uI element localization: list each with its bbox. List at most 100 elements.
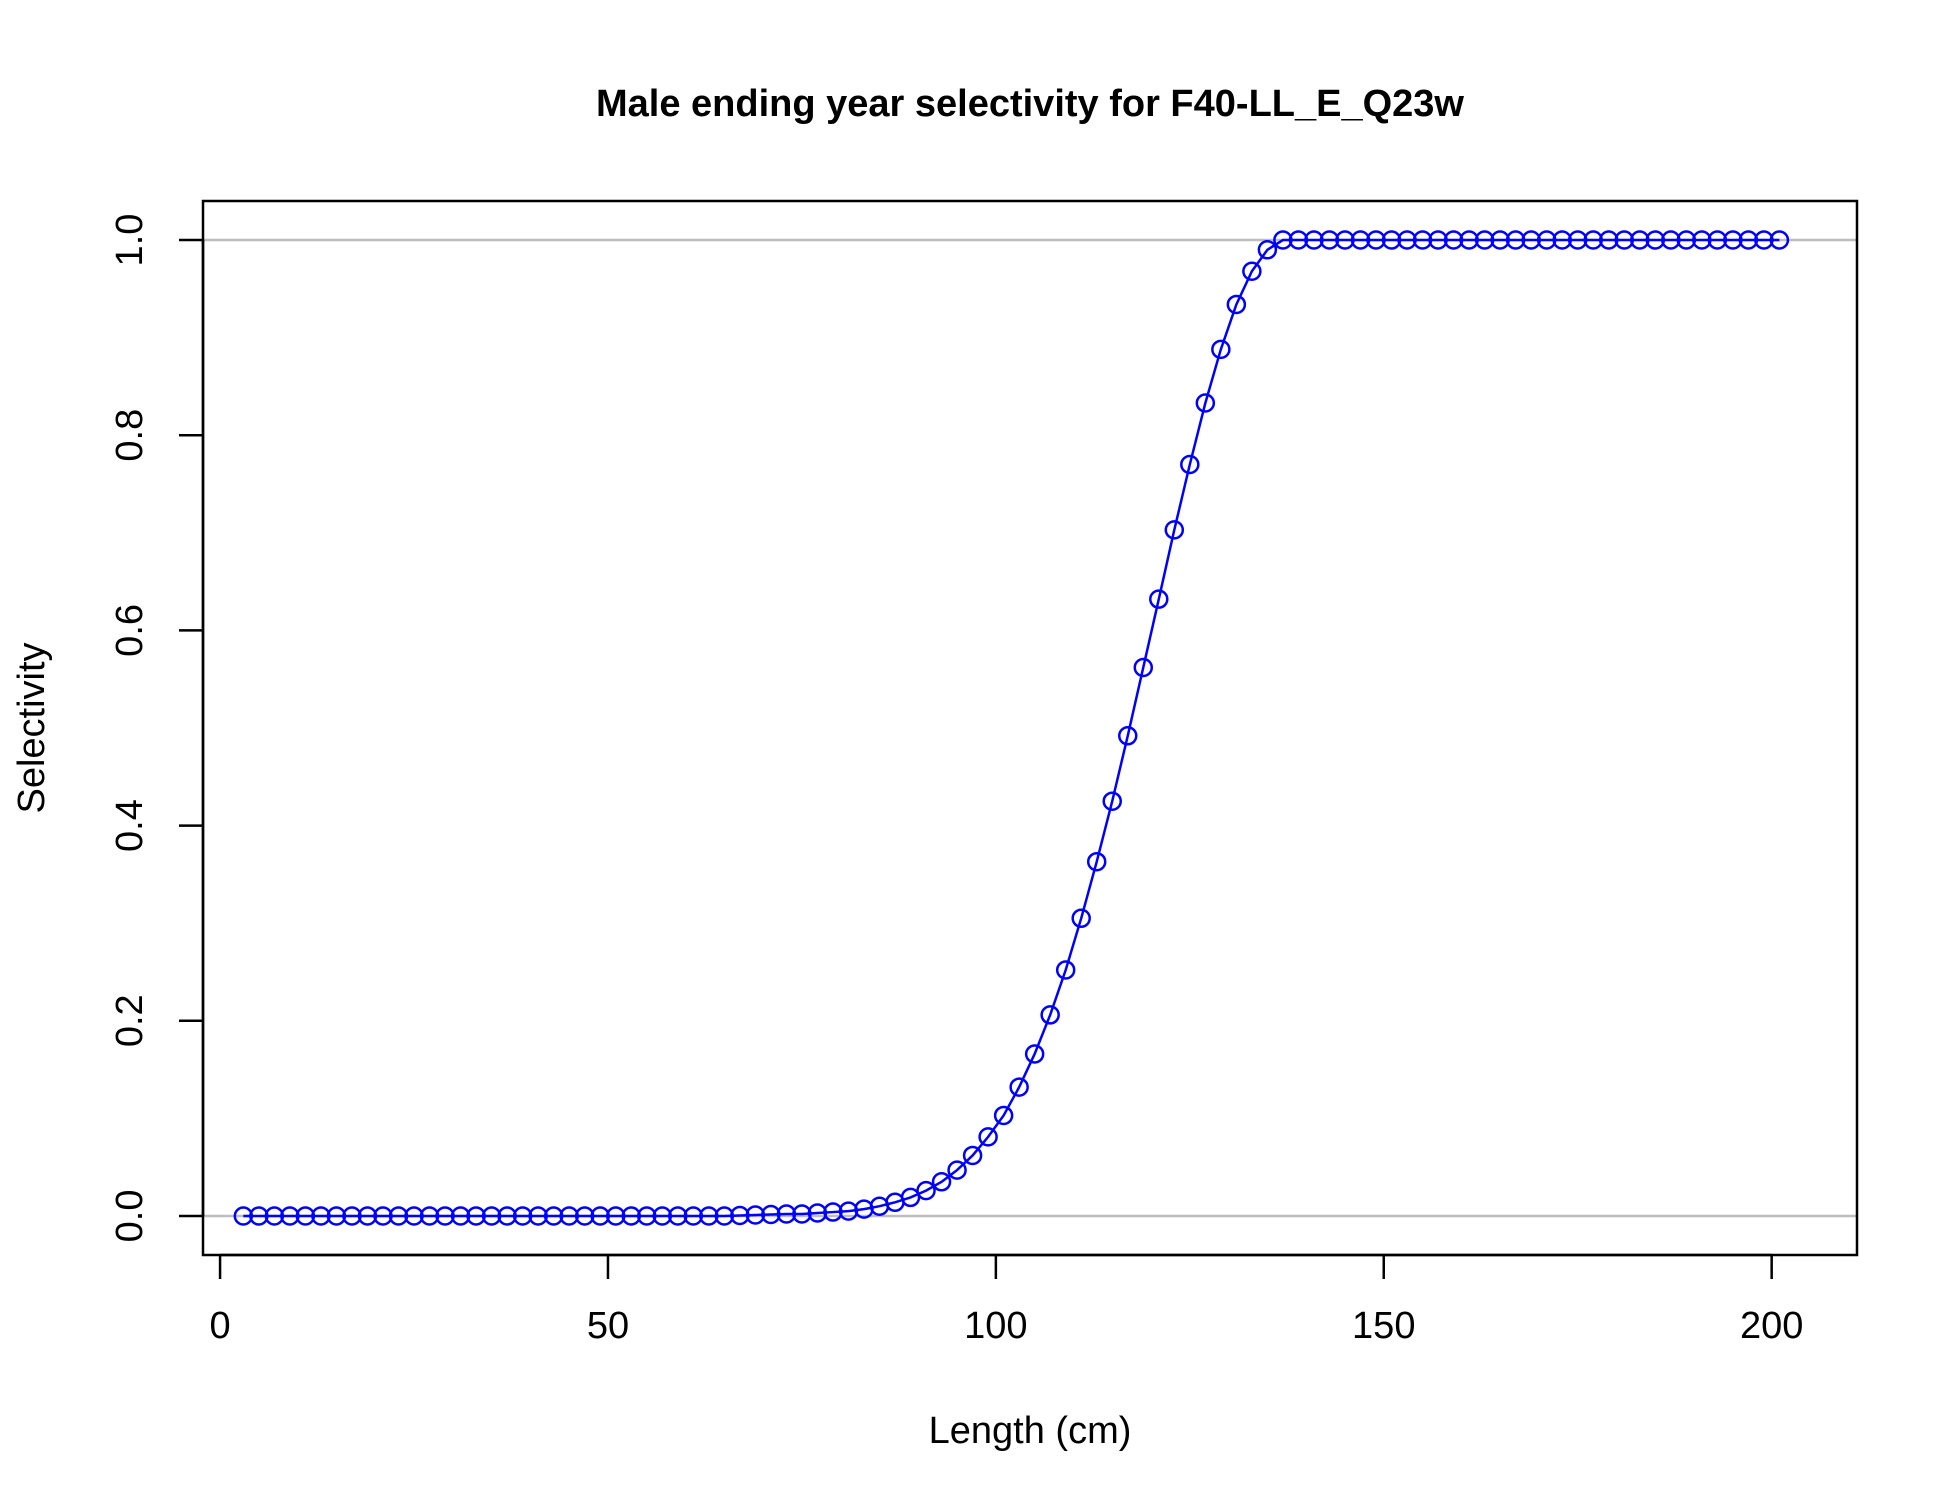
data-point-70 <box>1319 230 1340 250</box>
data-point-51 <box>1024 1044 1045 1064</box>
plot-frame <box>201 199 1859 1257</box>
x-axis-label: Length (cm) <box>929 1410 1132 1452</box>
data-point-23 <box>590 1206 610 1226</box>
data-point-57 <box>1118 726 1138 746</box>
y-tick-label-1: 0.2 <box>109 994 151 1047</box>
data-point-76 <box>1412 230 1433 250</box>
data-point-84 <box>1536 230 1557 250</box>
data-point-24 <box>605 1206 626 1226</box>
reference-lines <box>203 238 1857 1218</box>
data-point-6 <box>326 1206 347 1226</box>
x-tick-label-2: 100 <box>964 1305 1027 1347</box>
data-point-53 <box>1055 960 1076 980</box>
data-point-52 <box>1040 1005 1060 1025</box>
data-point-59 <box>1149 589 1169 609</box>
data-point-10 <box>388 1206 409 1226</box>
data-point-12 <box>419 1206 440 1226</box>
data-point-93 <box>1676 230 1697 250</box>
data-point-98 <box>1754 230 1774 250</box>
data-point-48 <box>978 1127 998 1147</box>
data-point-66 <box>1257 240 1278 260</box>
data-point-32 <box>730 1205 750 1226</box>
series-line <box>243 238 1780 1218</box>
data-point-11 <box>404 1206 424 1226</box>
data-point-37 <box>807 1203 828 1223</box>
data-point-27 <box>652 1206 673 1226</box>
data-point-86 <box>1567 230 1588 250</box>
data-point-18 <box>512 1206 533 1226</box>
data-point-3 <box>280 1206 300 1226</box>
data-point-26 <box>637 1206 657 1226</box>
y-tick-label-0: 0.0 <box>109 1190 151 1243</box>
data-point-43 <box>900 1187 921 1208</box>
data-point-89 <box>1614 230 1635 250</box>
data-point-1 <box>249 1206 269 1226</box>
data-point-95 <box>1707 230 1728 250</box>
data-point-85 <box>1552 230 1572 250</box>
data-point-29 <box>683 1206 704 1226</box>
data-point-88 <box>1598 230 1619 250</box>
data-point-58 <box>1133 657 1154 678</box>
data-point-55 <box>1086 851 1107 872</box>
data-point-36 <box>792 1204 812 1224</box>
series-line-layer <box>243 238 1780 1218</box>
data-point-19 <box>528 1206 548 1226</box>
data-point-73 <box>1366 230 1386 250</box>
data-point-75 <box>1397 230 1417 250</box>
data-point-77 <box>1428 230 1448 250</box>
data-point-25 <box>621 1206 641 1226</box>
data-point-67 <box>1273 230 1293 250</box>
data-point-71 <box>1335 230 1355 250</box>
y-tick-label-2: 0.4 <box>109 799 151 852</box>
data-point-9 <box>373 1206 393 1226</box>
data-point-91 <box>1645 230 1666 250</box>
data-point-90 <box>1630 230 1650 250</box>
data-point-30 <box>699 1206 719 1226</box>
data-point-15 <box>466 1206 486 1226</box>
data-point-68 <box>1288 230 1309 250</box>
data-point-82 <box>1505 230 1526 250</box>
data-point-83 <box>1521 230 1541 250</box>
data-point-0 <box>233 1206 254 1226</box>
y-axis: 0.0 0.2 0.4 0.6 0.8 1.0 <box>109 214 205 1243</box>
data-point-81 <box>1490 230 1510 250</box>
data-point-20 <box>543 1206 564 1226</box>
data-point-33 <box>745 1205 766 1225</box>
data-point-99 <box>1769 230 1790 250</box>
x-tick-label-0: 0 <box>209 1305 230 1347</box>
chart-title: Male ending year selectivity for F40-LL_… <box>596 83 1464 125</box>
data-point-60 <box>1164 520 1185 540</box>
data-point-56 <box>1102 791 1122 811</box>
data-point-47 <box>962 1145 983 1166</box>
data-point-96 <box>1723 230 1743 250</box>
data-point-46 <box>947 1160 967 1180</box>
data-point-72 <box>1350 230 1371 250</box>
data-point-54 <box>1071 908 1091 929</box>
data-point-64 <box>1226 294 1247 315</box>
data-point-79 <box>1459 230 1479 250</box>
data-point-13 <box>435 1206 455 1226</box>
data-point-74 <box>1381 230 1402 250</box>
x-tick-label-1: 50 <box>587 1305 629 1347</box>
data-point-69 <box>1304 230 1324 250</box>
data-point-65 <box>1242 261 1262 282</box>
data-point-8 <box>357 1206 378 1226</box>
y-tick-label-4: 0.8 <box>109 409 151 462</box>
data-point-16 <box>481 1206 502 1226</box>
data-point-28 <box>668 1206 688 1226</box>
data-point-38 <box>823 1202 843 1222</box>
data-point-35 <box>776 1204 797 1224</box>
data-point-2 <box>264 1206 285 1226</box>
data-point-92 <box>1661 230 1681 250</box>
x-tick-label-3: 150 <box>1352 1305 1415 1347</box>
data-point-97 <box>1738 230 1759 250</box>
data-point-94 <box>1692 230 1712 250</box>
data-point-80 <box>1474 230 1495 250</box>
data-point-4 <box>295 1206 316 1226</box>
data-point-50 <box>1009 1077 1029 1097</box>
data-point-21 <box>559 1206 579 1226</box>
data-point-14 <box>450 1206 471 1226</box>
data-point-61 <box>1180 454 1200 475</box>
data-point-49 <box>993 1105 1014 1126</box>
